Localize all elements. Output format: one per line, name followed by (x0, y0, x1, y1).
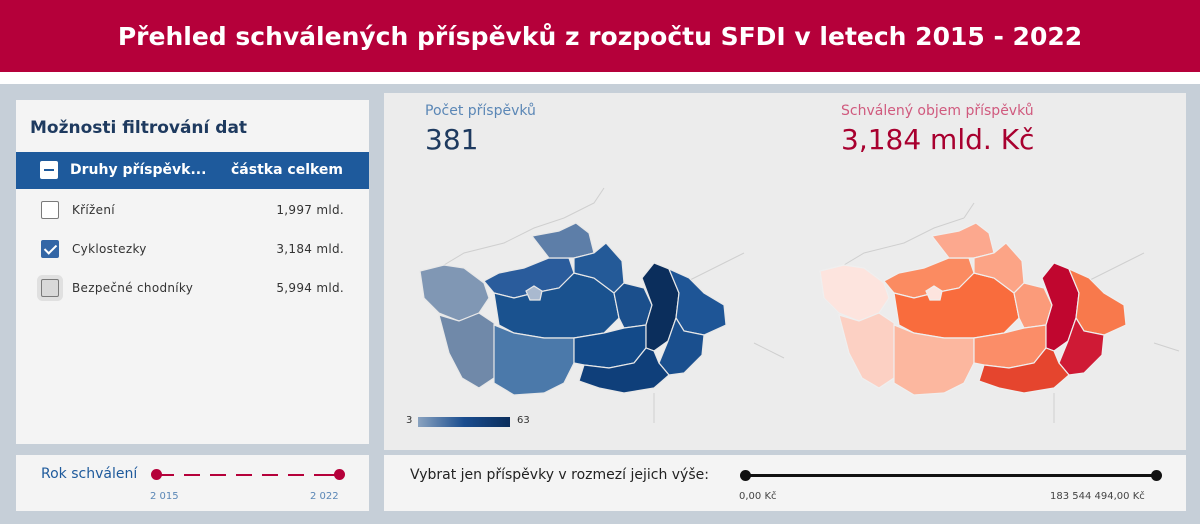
volume-regions (819, 222, 1127, 396)
border-line (1083, 252, 1145, 284)
region-moravskoslezsky (1067, 267, 1127, 336)
page-title: Přehled schválených příspěvků z rozpočtu… (117, 21, 1083, 51)
filter-row-krizeni[interactable]: Křížení 1,997 mld. (16, 195, 369, 227)
border-line (1153, 342, 1180, 352)
region-praha (925, 285, 943, 301)
filter-table-header: Druhy příspěvk... částka celkem (16, 152, 369, 189)
filter-row-label: Bezpečné chodníky (72, 281, 194, 295)
column-header-type[interactable]: Druhy příspěvk... (70, 162, 207, 178)
region-moravskoslezsky (667, 267, 727, 336)
year-min-value: 2 015 (150, 491, 179, 502)
count-regions (419, 222, 727, 396)
legend-max: 63 (517, 415, 530, 426)
slider-tick (304, 474, 314, 476)
filter-row-label: Cyklostezky (72, 242, 147, 256)
amount-max-value: 183 544 494,00 Kč (1050, 491, 1145, 502)
region-liberecky (530, 222, 595, 259)
year-slider-min-handle[interactable] (151, 469, 162, 480)
border-line (433, 217, 565, 272)
region-plzensky (838, 312, 901, 389)
slider-tick (174, 474, 184, 476)
filter-panel: Možnosti filtrování dat Druhy příspěvk..… (16, 100, 369, 444)
slider-tick (200, 474, 210, 476)
region-karlovarsky (419, 264, 490, 322)
amount-min-value: 0,00 Kč (739, 491, 777, 502)
border-line (753, 342, 785, 359)
region-liberecky (930, 222, 995, 259)
header-divider (0, 72, 1200, 84)
border-line (833, 217, 965, 272)
amount-slider-track[interactable] (745, 474, 1157, 477)
amount-slider-min-handle[interactable] (740, 470, 751, 481)
volume-value: 3,184 mld. Kč (841, 123, 1035, 156)
map-panel: Počet příspěvků 381 Schválený objem přís… (384, 93, 1186, 450)
region-praha (525, 285, 543, 301)
filter-row-amount: 1,997 mld. (276, 203, 344, 217)
color-legend-bar (418, 417, 510, 427)
filter-row-label: Křížení (72, 203, 115, 217)
column-header-amount[interactable]: částka celkem (231, 162, 344, 178)
checkbox-krizeni[interactable] (41, 201, 59, 219)
collapse-all-checkbox[interactable] (40, 161, 58, 179)
amount-label: Vybrat jen příspěvky v rozmezí jejich vý… (410, 467, 709, 483)
filter-title: Možnosti filtrování dat (30, 118, 248, 138)
checkbox-cyklostezky[interactable] (41, 240, 59, 258)
year-slider-max-handle[interactable] (334, 469, 345, 480)
count-map (419, 187, 785, 423)
volume-label: Schválený objem příspěvků (841, 103, 1034, 119)
year-slider-track[interactable] (156, 474, 339, 476)
year-filter-panel: Rok schválení 2 015 2 022 (16, 455, 369, 511)
region-jihomoravsky (578, 347, 670, 394)
slider-tick (252, 474, 262, 476)
header-bar: Přehled schválených příspěvků z rozpočtu… (0, 0, 1200, 72)
legend-min: 3 (406, 415, 413, 426)
filter-row-cyklostezky[interactable]: Cyklostezky 3,184 mld. (16, 234, 369, 266)
checkbox-chodniky[interactable] (41, 279, 59, 297)
region-jihocesky (893, 324, 975, 396)
neighbour-borders (433, 187, 785, 423)
filter-row-amount: 3,184 mld. (276, 242, 344, 256)
region-jihocesky (493, 324, 575, 396)
amount-filter-panel: Vybrat jen příspěvky v rozmezí jejich vý… (384, 455, 1186, 511)
count-value: 381 (425, 123, 479, 156)
filter-row-chodniky[interactable]: Bezpečné chodníky 5,994 mld. (16, 273, 369, 305)
filter-row-amount: 5,994 mld. (276, 281, 344, 295)
border-line (683, 252, 745, 284)
volume-map (819, 202, 1180, 423)
year-label: Rok schválení (41, 466, 138, 482)
slider-tick (278, 474, 288, 476)
region-jihomoravsky (978, 347, 1070, 394)
border-line (563, 187, 605, 219)
slider-tick (226, 474, 236, 476)
count-label: Počet příspěvků (425, 103, 536, 119)
border-line (963, 202, 975, 219)
year-max-value: 2 022 (310, 491, 339, 502)
region-karlovarsky (819, 264, 890, 322)
neighbour-borders (833, 202, 1180, 423)
amount-slider-max-handle[interactable] (1151, 470, 1162, 481)
